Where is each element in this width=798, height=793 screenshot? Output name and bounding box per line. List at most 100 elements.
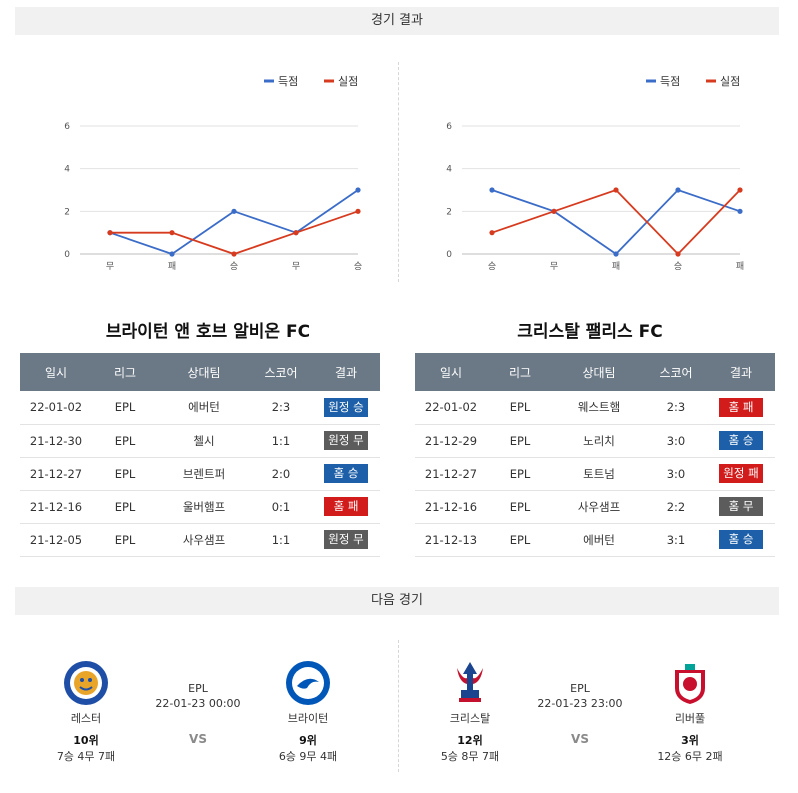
results-table-left-body: 22-01-02 EPL 에버턴 2:3 원정 승 21-12-30 EPL 첼시 1:1 원정 …	[20, 391, 380, 557]
next-left-home-record: 7승 4무 7패	[56, 750, 116, 763]
next-right-home-name: 크리스탈	[449, 712, 491, 725]
result-cell: 홈 패	[707, 391, 775, 425]
brighton-logo-icon	[285, 660, 331, 706]
date-cell: 22-01-02	[415, 391, 487, 425]
header-score: 스코어	[645, 353, 707, 391]
x-tick-label: 승	[674, 261, 682, 272]
data-point-scored	[355, 187, 361, 193]
header-result: 결과	[707, 353, 775, 391]
next-right-away-record: 12승 6무 2패	[657, 750, 723, 763]
date-cell: 21-12-05	[20, 523, 92, 557]
league-cell: EPL	[92, 391, 158, 425]
result-badge: 홈 승	[719, 431, 763, 450]
next-left-info: EPL 22-01-23 00:00	[138, 682, 258, 710]
y-tick-label: 4	[446, 165, 452, 175]
opponent-cell: 첼시	[158, 424, 250, 458]
y-tick-label: 4	[64, 165, 70, 175]
data-point-conceded	[355, 208, 361, 214]
result-badge: 홈 패	[324, 497, 368, 516]
league-cell: EPL	[487, 424, 553, 458]
chart-left-svg: 득점 실점 0 2 4 6 무 패 승 무 승	[64, 75, 362, 272]
y-tick-label: 0	[64, 250, 70, 260]
table-row: 22-01-02 EPL 웨스트햄 2:3 홈 패	[415, 391, 775, 425]
next-right-datetime: 22-01-23 23:00	[537, 697, 623, 710]
score-cell: 1:1	[250, 523, 312, 557]
next-right-league: EPL	[570, 682, 590, 695]
league-cell: EPL	[487, 457, 553, 491]
table-row: 21-12-27 EPL 브렌트퍼 2:0 홈 승	[20, 457, 380, 491]
league-cell: EPL	[92, 424, 158, 458]
date-cell: 21-12-16	[20, 490, 92, 524]
chart-divider	[398, 62, 399, 282]
date-cell: 21-12-16	[415, 490, 487, 524]
table-row: 21-12-16 EPL 사우샘프 2:2 홈 무	[415, 490, 775, 524]
next-left-league: EPL	[188, 682, 208, 695]
header-opponent: 상대팀	[158, 353, 250, 391]
next-left-home-name: 레스터	[70, 712, 102, 725]
chart-right: 득점 실점 0 2 4 6 승 무 패 승 패	[400, 62, 780, 282]
date-cell: 21-12-27	[415, 457, 487, 491]
legend-label-conceded: 실점	[720, 75, 740, 88]
next-left-home-club: 레스터 10위 7승 4무 7패	[36, 660, 136, 764]
next-right-info: EPL 22-01-23 23:00	[520, 682, 640, 710]
series-line-scored	[109, 189, 359, 255]
result-cell: 원정 무	[312, 523, 380, 557]
result-badge: 원정 패	[719, 464, 763, 483]
date-cell: 21-12-29	[415, 424, 487, 458]
data-point-scored	[231, 208, 237, 214]
opponent-cell: 사우샘프	[553, 490, 645, 524]
table-header-row: 일시 리그 상대팀 스코어 결과	[20, 353, 380, 391]
y-tick-label: 2	[446, 207, 452, 217]
x-tick-label: 무	[106, 261, 114, 272]
x-tick-label: 승	[488, 261, 496, 272]
opponent-cell: 울버햄프	[158, 490, 250, 524]
x-tick-label: 패	[168, 261, 176, 272]
result-cell: 홈 승	[707, 424, 775, 458]
data-point-scored	[169, 251, 175, 257]
next-section-title: 다음 경기	[371, 593, 423, 608]
opponent-cell: 브렌트퍼	[158, 457, 250, 491]
date-cell: 21-12-13	[415, 523, 487, 557]
result-badge: 홈 패	[719, 397, 763, 417]
table-row: 21-12-05 EPL 사우샘프 1:1 원정 무	[20, 523, 380, 557]
data-point-scored	[737, 208, 743, 214]
data-point-scored	[489, 187, 495, 193]
league-cell: EPL	[487, 490, 553, 524]
x-tick-label: 패	[736, 261, 744, 272]
next-right-home-rank: 12위	[457, 734, 483, 747]
league-cell: EPL	[92, 490, 158, 524]
next-left-vs: VS	[189, 732, 207, 746]
league-cell: EPL	[487, 523, 553, 557]
y-tick-label: 6	[64, 122, 70, 132]
score-cell: 3:1	[645, 523, 707, 557]
table-row: 21-12-30 EPL 첼시 1:1 원정 무	[20, 424, 380, 458]
team-title-right: 크리스탈 팰리스 FC	[517, 322, 663, 342]
table-row: 22-01-02 EPL 에버턴 2:3 원정 승	[20, 391, 380, 425]
league-cell: EPL	[487, 391, 553, 425]
chart-right-svg: 득점 실점 0 2 4 6 승 무 패 승 패	[446, 75, 744, 272]
score-cell: 3:0	[645, 424, 707, 458]
date-cell: 21-12-27	[20, 457, 92, 491]
series-line-scored	[491, 188, 741, 256]
data-point-conceded	[293, 230, 299, 236]
next-left-away-name: 브라이턴	[287, 712, 329, 725]
x-tick-label: 승	[230, 261, 238, 272]
score-cell: 1:1	[250, 424, 312, 458]
chart-left: 득점 실점 0 2 4 6 무 패 승 무 승	[18, 62, 398, 282]
legend-label-conceded: 실점	[338, 75, 358, 88]
header-opponent: 상대팀	[553, 353, 645, 391]
result-badge: 홈 무	[719, 497, 763, 516]
table-row: 21-12-16 EPL 울버햄프 0:1 홈 패	[20, 490, 380, 524]
score-cell: 0:1	[250, 490, 312, 524]
results-table-right-body: 22-01-02 EPL 웨스트햄 2:3 홈 패 21-12-29 EPL 노리치 3:0 홈 …	[415, 391, 775, 557]
header-date: 일시	[415, 353, 487, 391]
data-point-scored	[675, 187, 681, 193]
table-header-row: 일시 리그 상대팀 스코어 결과	[415, 353, 775, 391]
results-table-left: 일시 리그 상대팀 스코어 결과 22-01-02 EPL 에버턴 2:3 원정 승 21…	[20, 353, 380, 557]
data-point-conceded	[675, 251, 681, 257]
data-point-conceded	[231, 251, 237, 257]
next-left-away-club: 브라이턴 9위 6승 9무 4패	[258, 660, 358, 764]
opponent-cell: 웨스트햄	[553, 391, 645, 425]
results-table-right: 일시 리그 상대팀 스코어 결과 22-01-02 EPL 웨스트햄 2:3 홈 패 21…	[415, 353, 775, 557]
y-tick-label: 2	[64, 207, 70, 217]
